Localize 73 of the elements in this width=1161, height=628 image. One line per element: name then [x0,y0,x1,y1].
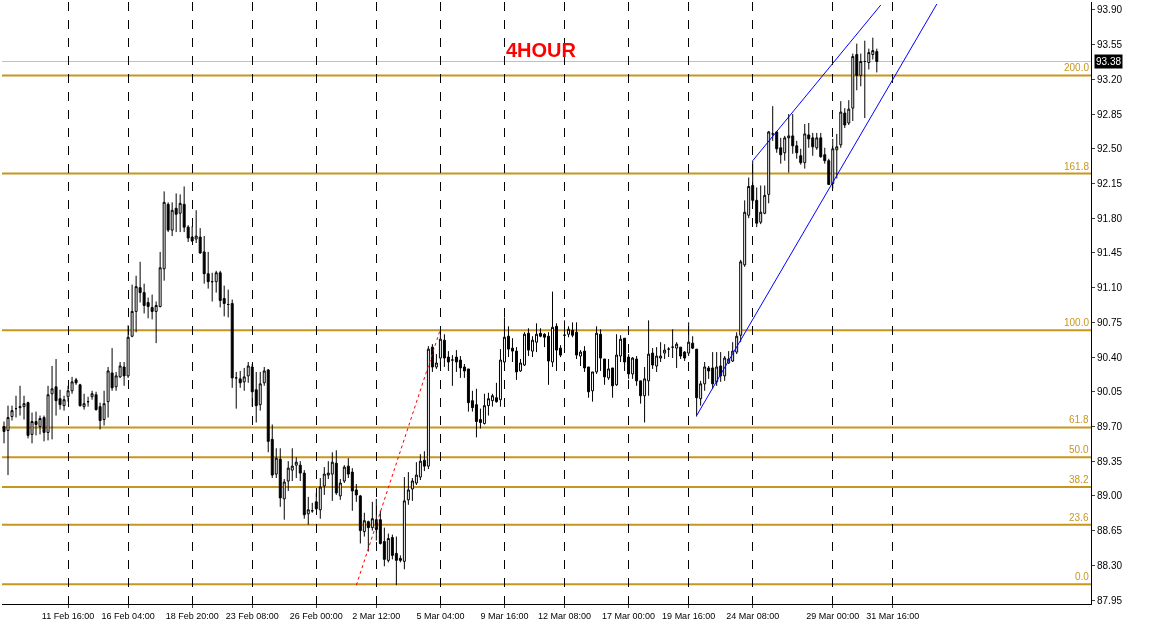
candlestick [474,388,478,438]
annotation: 161.8 [1064,161,1090,172]
candlestick [839,100,843,149]
candlestick [787,113,791,174]
annotation: 0.0 [1075,571,1090,582]
y-tick-label: 90.40 [1097,351,1123,363]
x-tick-label: 17 Mar 00:00 [602,610,656,621]
candlestick [863,40,867,119]
candlestick [655,346,659,373]
x-tick-label: 23 Feb 08:00 [225,610,279,621]
candlestick [711,351,715,390]
candlestick [238,370,242,389]
x-tick-label: 2 Mar 12:00 [352,610,401,621]
x-tick-label: 5 Mar 04:00 [416,610,465,621]
y-tick-label: 90.05 [1097,386,1123,398]
x-tick-label: 29 Mar 00:00 [806,610,860,621]
candlestick [394,536,398,586]
y-tick-label: 92.15 [1097,177,1123,189]
y-tick-label: 91.10 [1097,282,1123,294]
annotation: 61.8 [1069,414,1089,425]
candlestick [482,393,486,425]
x-tick-label: 19 Mar 16:00 [662,610,716,621]
candlestick [715,351,719,387]
candlestick [759,184,763,225]
annotation: 50.0 [1069,444,1089,455]
y-tick-label: 88.30 [1097,559,1123,571]
y-tick-label: 92.50 [1097,143,1123,155]
x-tick-label: 18 Feb 20:00 [165,610,219,621]
x-tick-label: 24 Mar 08:00 [726,610,780,621]
candlestick [442,333,446,368]
ref-line-label: 93.38 [1096,56,1122,67]
x-tick-label: 9 Mar 16:00 [480,610,529,621]
x-tick-label: 11 Feb 16:00 [41,610,95,621]
candlestick [402,476,406,570]
candlestick [330,451,334,502]
candlestick [466,368,470,413]
candlestick [567,325,570,338]
candlestick [174,192,178,233]
y-tick-label: 91.45 [1097,247,1123,259]
y-tick-label: 90.75 [1097,316,1123,328]
y-tick-label: 89.35 [1097,455,1123,467]
y-tick-label: 89.70 [1097,420,1123,432]
candlestick [86,396,90,408]
candlestick [687,321,691,357]
y-tick-label: 88.65 [1097,525,1123,537]
annotation: 38.2 [1069,474,1089,485]
annotation: 100.0 [1064,317,1090,328]
y-tick-label: 93.90 [1097,4,1123,16]
candlestick [535,322,538,353]
y-tick-label: 87.95 [1097,594,1123,606]
annotation: 200.0 [1064,62,1090,73]
candlestick [226,289,230,318]
candlestick [418,453,422,481]
candlestick [450,354,454,387]
candlestick [663,343,667,360]
candlestick [6,405,10,476]
y-tick-label: 89.00 [1097,490,1123,502]
text: 4HOUR [505,39,577,61]
y-tick-label: 92.85 [1097,108,1123,120]
candlestick [771,105,775,142]
candlestick [803,123,807,170]
candlestick [426,345,430,470]
y-tick-label: 93.20 [1097,73,1123,85]
y-tick-label: 91.80 [1097,212,1123,224]
y-tick-label: 93.55 [1097,39,1123,51]
x-tick-label: 31 Mar 16:00 [866,610,920,621]
x-tick-label: 12 Mar 08:00 [538,610,592,621]
annotation: 23.6 [1069,512,1089,523]
candlestick [767,130,771,204]
x-tick-label: 16 Feb 04:00 [101,610,155,621]
candlestick [18,385,22,417]
x-tick-label: 26 Feb 00:00 [289,610,343,621]
candlestick [723,355,727,382]
